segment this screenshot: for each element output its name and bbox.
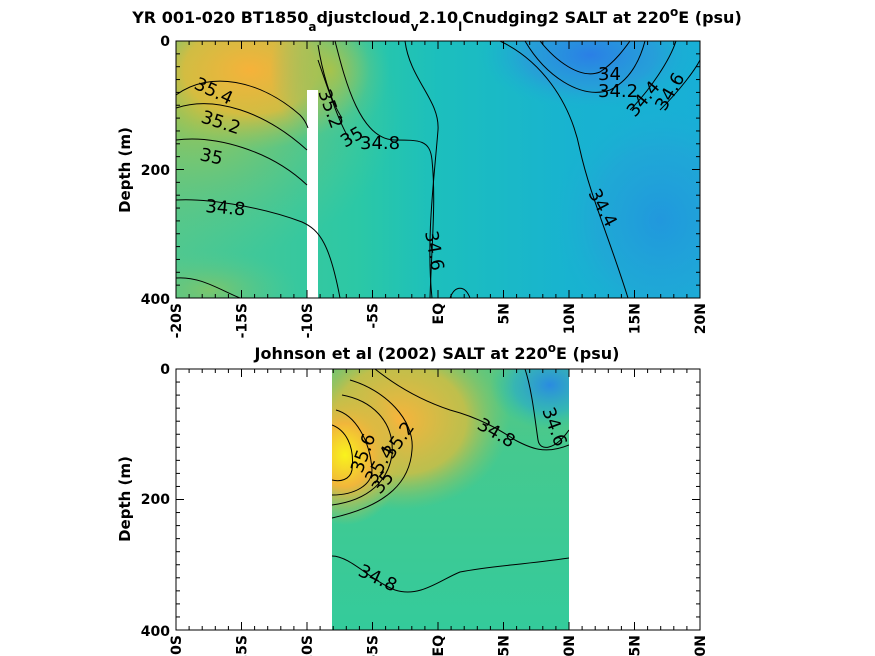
contour-35-6 xyxy=(332,424,354,482)
contour-34-8-bottom xyxy=(332,555,569,593)
contour-35-2-b xyxy=(317,44,343,119)
contour-34-6 xyxy=(524,369,569,448)
contour-35-2-upper xyxy=(176,103,308,151)
panel-1-ytick-0: 0 xyxy=(160,34,170,50)
clabel-34-2: 34.2 xyxy=(598,81,638,102)
clabel-35: 35 xyxy=(198,144,225,169)
contour-34-8-bottom xyxy=(176,277,241,298)
x-tick-label: -10S xyxy=(300,303,316,338)
x-tick-label: 15N xyxy=(628,635,644,656)
clabel-34: 34 xyxy=(598,64,621,85)
x-tick-label: 20N xyxy=(693,635,709,656)
x-tick-label: 5N xyxy=(497,303,513,324)
panel-2-field xyxy=(332,369,569,630)
panel-1-title: YR 001-020 BT1850adjustcloudv2.10lCnudgi… xyxy=(131,5,742,34)
x-tick-label: 15N xyxy=(628,303,644,334)
x-tick-label: -5S xyxy=(366,303,382,329)
panel-2-ytick-400: 400 xyxy=(141,624,170,640)
panel-1-title-text: YR 001-020 BT1850adjustcloudv2.10lCnudgi… xyxy=(131,5,742,34)
contour-35-4-upper xyxy=(176,80,309,129)
contour-35-b xyxy=(317,59,351,141)
contour-34-8-b xyxy=(334,41,435,298)
contour-34-2 xyxy=(524,41,646,93)
panel-2: Johnson et al (2002) SALT at 220oE (psu)… xyxy=(116,341,709,656)
x-tick-label: EQ xyxy=(431,303,447,325)
contour-34-8-top xyxy=(374,369,569,451)
contour-34-6 xyxy=(404,41,439,298)
panel-2-ytick-200: 200 xyxy=(141,492,170,508)
x-tick-label: -20S xyxy=(169,303,185,338)
clabel-34-8-b: 34.8 xyxy=(360,133,400,154)
panel-2-contours xyxy=(332,369,569,593)
panel-1: YR 001-020 BT1850adjustcloudv2.10lCnudgi… xyxy=(116,5,742,338)
contour-34-4 xyxy=(499,41,629,298)
panel-1-contours xyxy=(176,41,700,298)
x-tick-label: -15S xyxy=(235,303,251,338)
x-tick-label: -20S xyxy=(169,635,185,656)
contour-34-6-b xyxy=(659,59,700,111)
x-tick-label: 10N xyxy=(562,635,578,656)
contour-35-4 xyxy=(332,409,373,496)
panel-2-xtick-labels: -20S -15S -10S -5S EQ 5N 10N 15N 20N xyxy=(169,635,709,656)
contour-34-4-b xyxy=(629,41,677,111)
panel-1-ylabel: Depth (m) xyxy=(116,127,134,213)
x-tick-label: 20N xyxy=(693,303,709,334)
contour-34 xyxy=(539,41,631,75)
panel-2-ytick-0: 0 xyxy=(160,362,170,378)
panel-2-title-text: Johnson et al (2002) SALT at 220oE (psu) xyxy=(254,341,620,363)
panel-2-ticks xyxy=(175,368,701,631)
contour-35-2 xyxy=(332,394,393,506)
contour-35 xyxy=(332,379,413,519)
contour-35-upper xyxy=(176,138,308,186)
x-tick-label: 10N xyxy=(562,303,578,334)
panel-1-ticks xyxy=(175,40,701,299)
panel-1-field xyxy=(176,41,700,298)
clabel-34-8: 34.8 xyxy=(205,196,247,220)
x-tick-label: -15S xyxy=(235,635,251,656)
x-tick-label: -5S xyxy=(366,635,382,656)
x-tick-label: 5N xyxy=(497,635,513,656)
panel-1-ytick-200: 200 xyxy=(141,163,170,179)
contour-34-8-upper xyxy=(176,199,341,298)
x-tick-label: EQ xyxy=(431,635,447,656)
panel-1-ytick-400: 400 xyxy=(141,292,170,308)
x-tick-label: -10S xyxy=(300,635,316,656)
panel-1-data-gap xyxy=(307,90,318,298)
panel-1-xtick-labels: -20S -15S -10S -5S EQ 5N 10N 15N 20N xyxy=(169,303,709,338)
panel-2-ylabel: Depth (m) xyxy=(116,456,134,542)
